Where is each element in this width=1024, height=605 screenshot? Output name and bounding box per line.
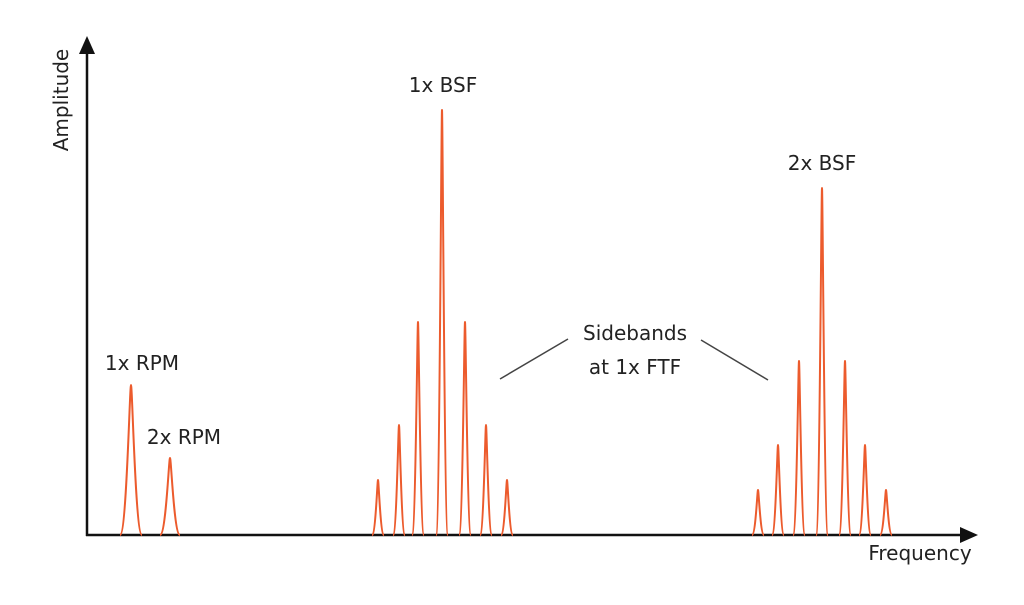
peak	[771, 443, 785, 536]
y-axis-label: Amplitude	[49, 49, 73, 152]
x-axis-label: Frequency	[868, 541, 971, 565]
peak	[879, 488, 893, 536]
peak	[119, 383, 143, 536]
pointer-line	[700, 339, 769, 381]
annotation: 2x BSF	[788, 151, 857, 175]
peak	[500, 478, 514, 536]
peak	[815, 186, 829, 536]
peak	[751, 488, 765, 536]
peak	[858, 443, 872, 536]
peak	[435, 108, 449, 536]
x-axis-arrow	[960, 527, 978, 543]
spectrum	[119, 108, 893, 536]
pointer-line	[499, 338, 569, 380]
annotation: at 1x FTF	[589, 355, 681, 379]
peak	[479, 423, 493, 536]
peak	[159, 456, 181, 536]
annotation: 1x BSF	[409, 73, 478, 97]
peak	[371, 478, 385, 536]
peak	[458, 320, 472, 536]
peak	[792, 359, 806, 536]
peak	[411, 320, 425, 536]
peak	[392, 423, 406, 536]
peak	[838, 359, 852, 536]
annotation: 1x RPM	[105, 351, 179, 375]
y-axis-arrow	[79, 36, 95, 54]
annotation: 2x RPM	[147, 425, 221, 449]
annotation: Sidebands	[583, 321, 687, 345]
